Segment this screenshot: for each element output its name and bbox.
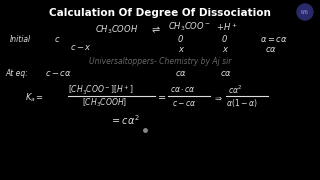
Text: $+ H^+$: $+ H^+$ bbox=[216, 21, 237, 33]
Circle shape bbox=[297, 4, 313, 20]
Text: Initial: Initial bbox=[10, 35, 31, 44]
Text: 0: 0 bbox=[222, 35, 228, 44]
Text: $[CH_3COO^-][H^+]$: $[CH_3COO^-][H^+]$ bbox=[68, 83, 134, 97]
Text: $c\alpha$: $c\alpha$ bbox=[265, 46, 277, 55]
Text: $\Rightarrow$: $\Rightarrow$ bbox=[213, 93, 223, 102]
Text: =: = bbox=[158, 93, 166, 103]
Text: $CH_3COO^-$: $CH_3COO^-$ bbox=[168, 21, 211, 33]
Text: $K_a =$: $K_a =$ bbox=[25, 92, 44, 104]
Text: At eq:: At eq: bbox=[5, 69, 28, 78]
Text: Universaltoppers- Chemistry by Aj sir: Universaltoppers- Chemistry by Aj sir bbox=[89, 57, 231, 66]
Text: Calculation Of Degree Of Dissociation: Calculation Of Degree Of Dissociation bbox=[49, 8, 271, 18]
Text: $c\alpha$: $c\alpha$ bbox=[220, 69, 232, 78]
Text: $\rightleftharpoons$: $\rightleftharpoons$ bbox=[150, 25, 162, 35]
Text: x: x bbox=[222, 44, 227, 53]
Text: c: c bbox=[55, 35, 60, 44]
Text: $c\alpha$: $c\alpha$ bbox=[175, 69, 187, 78]
Text: x: x bbox=[178, 44, 183, 53]
Text: $\alpha = c\alpha$: $\alpha = c\alpha$ bbox=[260, 35, 288, 44]
Text: $= c\alpha^2$: $= c\alpha^2$ bbox=[110, 113, 140, 127]
Text: $c - c\alpha$: $c - c\alpha$ bbox=[45, 69, 72, 78]
Text: $c\alpha \cdot c\alpha$: $c\alpha \cdot c\alpha$ bbox=[170, 86, 196, 94]
Text: $\alpha(1-\alpha)$: $\alpha(1-\alpha)$ bbox=[226, 97, 258, 109]
Text: $[CH_3COOH]$: $[CH_3COOH]$ bbox=[82, 97, 127, 109]
Text: $c - c\alpha$: $c - c\alpha$ bbox=[172, 98, 197, 107]
Text: $c - x$: $c - x$ bbox=[70, 44, 92, 53]
Text: 6/6: 6/6 bbox=[301, 10, 309, 15]
Text: 0: 0 bbox=[178, 35, 183, 44]
Text: $c\alpha^2$: $c\alpha^2$ bbox=[228, 84, 243, 96]
Text: $CH_3COOH$: $CH_3COOH$ bbox=[95, 24, 138, 36]
